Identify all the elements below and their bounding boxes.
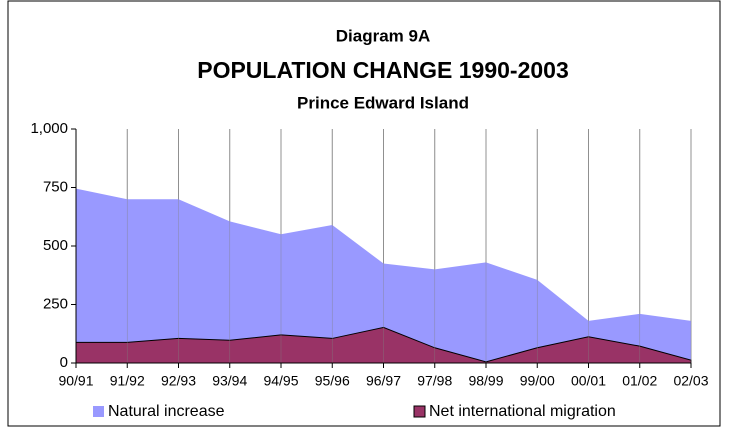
x-tick-label: 97/98 [417, 373, 452, 389]
x-tick-label: 91/92 [110, 373, 145, 389]
x-tick-label: 02/03 [673, 373, 708, 389]
x-tick-label: 98/99 [468, 373, 503, 389]
y-tick-label: 1,000 [30, 120, 68, 137]
chart-title: POPULATION CHANGE 1990-2003 [197, 57, 569, 83]
y-tick-label: 750 [43, 178, 68, 195]
x-tick-label: 01/02 [622, 373, 657, 389]
y-tick-label: 250 [43, 295, 68, 312]
legend-label: Net international migration [429, 403, 616, 420]
y-tick-label: 0 [60, 354, 68, 371]
legend-swatch [413, 405, 426, 418]
legend-label: Natural increase [108, 403, 225, 420]
x-tick-label: 92/93 [161, 373, 196, 389]
y-tick-label: 500 [43, 237, 68, 254]
x-tick-label: 95/96 [315, 373, 350, 389]
x-tick-label: 93/94 [212, 373, 247, 389]
x-tick-label: 90/91 [58, 373, 93, 389]
chart-subtitle: Prince Edward Island [297, 93, 469, 112]
x-tick-label: 00/01 [571, 373, 606, 389]
x-tick-label: 94/95 [263, 373, 298, 389]
chart-label: Diagram 9A [336, 26, 430, 45]
x-tick-label: 96/97 [366, 373, 401, 389]
legend-swatch [93, 406, 104, 417]
x-tick-label: 99/00 [520, 373, 555, 389]
